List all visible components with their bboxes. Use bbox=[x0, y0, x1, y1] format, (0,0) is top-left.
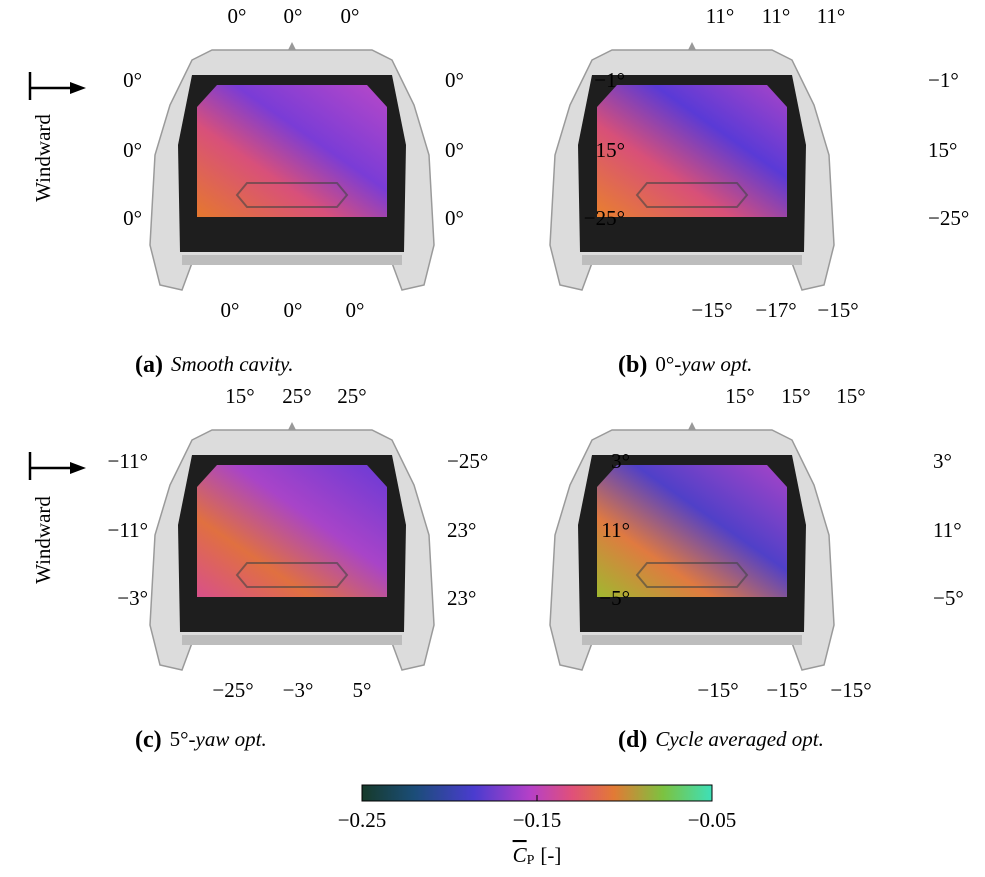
left-angle: 11° bbox=[601, 518, 630, 542]
bottom-angle: −3° bbox=[283, 678, 314, 702]
colorbar-label: CP [-] bbox=[513, 843, 562, 868]
left-angle: 3° bbox=[611, 449, 630, 473]
top-angle: 15° bbox=[781, 384, 810, 408]
left-angle: −11° bbox=[108, 518, 148, 542]
caption: (d) Cycle averaged opt. bbox=[618, 727, 824, 753]
subscript: P bbox=[527, 853, 535, 868]
antenna bbox=[288, 422, 296, 430]
top-angle: 0° bbox=[228, 4, 247, 28]
colorbar-tick-label: −0.05 bbox=[688, 808, 737, 832]
right-angle: 23° bbox=[447, 518, 476, 542]
antenna bbox=[288, 42, 296, 50]
antenna bbox=[688, 42, 696, 50]
right-angle: 0° bbox=[445, 206, 464, 230]
hexagon bbox=[635, 562, 749, 588]
left-angle: 0° bbox=[123, 206, 142, 230]
pressure-map bbox=[197, 465, 387, 597]
bottom-angle: −15° bbox=[691, 298, 732, 322]
bottom-angle: −15° bbox=[830, 678, 871, 702]
caption-text: Cycle averaged opt. bbox=[655, 727, 824, 751]
caption-text: Smooth cavity. bbox=[171, 352, 293, 376]
caption: (c) 5°-yaw opt. bbox=[135, 727, 267, 753]
car bbox=[149, 422, 435, 671]
top-angle: 25° bbox=[337, 384, 366, 408]
right-angle: 0° bbox=[445, 138, 464, 162]
windward-arrow bbox=[28, 72, 86, 100]
caption-angle: 0° bbox=[655, 352, 674, 376]
windward-label: Windward bbox=[31, 114, 55, 202]
top-angle: 15° bbox=[225, 384, 254, 408]
pressure-map bbox=[597, 465, 787, 597]
caption-angle: 5° bbox=[170, 727, 189, 751]
bottom-angle: 0° bbox=[346, 298, 365, 322]
left-angle: −5° bbox=[599, 586, 630, 610]
bottom-angle: 0° bbox=[221, 298, 240, 322]
car bbox=[549, 42, 835, 291]
antenna bbox=[688, 422, 696, 430]
windward-label: Windward bbox=[31, 496, 55, 584]
right-angle: 11° bbox=[933, 518, 962, 542]
car bbox=[549, 422, 835, 671]
top-angle: 25° bbox=[282, 384, 311, 408]
right-angle: 3° bbox=[933, 449, 952, 473]
left-angle: 0° bbox=[123, 138, 142, 162]
caption-letter: (c) bbox=[135, 727, 162, 753]
hexagon bbox=[235, 182, 349, 208]
caption-letter: (d) bbox=[618, 727, 647, 753]
caption: (b) 0°-yaw opt. bbox=[618, 352, 752, 378]
bumper bbox=[582, 635, 802, 645]
right-angle: −1° bbox=[928, 68, 959, 92]
right-angle: 0° bbox=[445, 68, 464, 92]
left-angle: −11° bbox=[108, 449, 148, 473]
symbol: C bbox=[513, 843, 528, 867]
bottom-angle: 0° bbox=[284, 298, 303, 322]
left-angle: −3° bbox=[117, 586, 148, 610]
right-angle: 23° bbox=[447, 586, 476, 610]
bottom-angle: −25° bbox=[212, 678, 253, 702]
top-angle: 11° bbox=[762, 4, 791, 28]
caption: (a) Smooth cavity. bbox=[135, 352, 293, 378]
bumper bbox=[182, 635, 402, 645]
car bbox=[149, 42, 435, 291]
top-angle: 15° bbox=[725, 384, 754, 408]
bottom-angle: 5° bbox=[353, 678, 372, 702]
caption-letter: (a) bbox=[135, 352, 163, 378]
pressure-map bbox=[597, 85, 787, 217]
top-angle: 0° bbox=[284, 4, 303, 28]
top-angle: 0° bbox=[341, 4, 360, 28]
caption-letter: (b) bbox=[618, 352, 647, 378]
bottom-angle: −15° bbox=[766, 678, 807, 702]
left-angle: 15° bbox=[596, 138, 625, 162]
bumper bbox=[582, 255, 802, 265]
bottom-angle: −15° bbox=[697, 678, 738, 702]
right-angle: −25° bbox=[928, 206, 969, 230]
hexagon bbox=[235, 562, 349, 588]
bumper bbox=[182, 255, 402, 265]
bottom-angle: −17° bbox=[755, 298, 796, 322]
top-angle: 11° bbox=[817, 4, 846, 28]
top-angle: 11° bbox=[706, 4, 735, 28]
hexagon bbox=[635, 182, 749, 208]
left-angle: −1° bbox=[594, 68, 625, 92]
top-angle: 15° bbox=[836, 384, 865, 408]
colorbar-tick-label: −0.15 bbox=[513, 808, 562, 832]
caption-text: -yaw opt. bbox=[674, 352, 752, 376]
caption-text: -yaw opt. bbox=[189, 727, 267, 751]
bottom-angle: −15° bbox=[817, 298, 858, 322]
right-angle: −25° bbox=[447, 449, 488, 473]
pressure-map bbox=[197, 85, 387, 217]
right-angle: −5° bbox=[933, 586, 964, 610]
left-angle: −25° bbox=[584, 206, 625, 230]
right-angle: 15° bbox=[928, 138, 957, 162]
colorbar-tick-label: −0.25 bbox=[338, 808, 387, 832]
unit: [-] bbox=[540, 843, 561, 867]
windward-arrow bbox=[28, 452, 86, 480]
left-angle: 0° bbox=[123, 68, 142, 92]
